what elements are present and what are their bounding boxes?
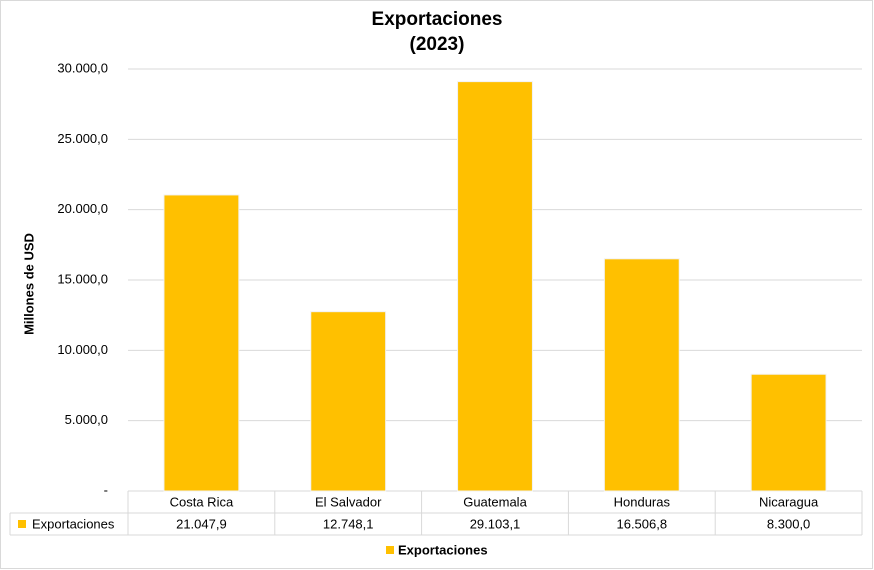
bar <box>163 194 240 492</box>
legend-label: Exportaciones <box>398 542 488 557</box>
x-tick-label: El Salvador <box>315 494 382 509</box>
x-tick-label: Nicaragua <box>759 494 819 509</box>
bar <box>603 258 680 492</box>
table-value: 8.300,0 <box>767 516 810 531</box>
chart-title: Exportaciones <box>372 9 503 30</box>
y-tick-label: 30.000,0 <box>57 60 108 75</box>
x-tick-label: Guatemala <box>463 494 527 509</box>
y-tick-label: 25.000,0 <box>57 131 108 146</box>
y-axis-title: Millones de USD <box>21 233 36 335</box>
bar <box>310 311 387 492</box>
table-legend-key <box>18 520 26 528</box>
legend-key <box>386 546 394 554</box>
y-tick-label: 15.000,0 <box>57 271 108 286</box>
table-value: 12.748,1 <box>323 516 374 531</box>
y-tick-label: - <box>104 482 108 497</box>
table-value: 16.506,8 <box>616 516 667 531</box>
x-tick-label: Costa Rica <box>170 494 234 509</box>
chart-subtitle: (2023) <box>410 34 465 55</box>
y-tick-label: 20.000,0 <box>57 201 108 216</box>
table-series-name: Exportaciones <box>32 516 115 531</box>
bar <box>750 373 827 492</box>
y-tick-label: 5.000,0 <box>65 412 108 427</box>
table-value: 29.103,1 <box>470 516 521 531</box>
bar <box>457 81 533 492</box>
y-tick-label: 10.000,0 <box>57 342 108 357</box>
table-value: 21.047,9 <box>176 516 227 531</box>
x-tick-label: Honduras <box>614 494 671 509</box>
